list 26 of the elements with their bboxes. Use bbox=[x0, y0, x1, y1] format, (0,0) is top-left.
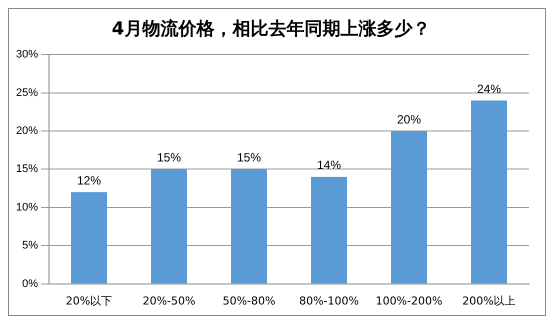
data-label: 15% bbox=[236, 150, 262, 165]
data-label: 15% bbox=[156, 150, 182, 165]
bar bbox=[391, 131, 428, 284]
y-tick-label: 30% bbox=[16, 48, 38, 61]
bar bbox=[231, 169, 268, 284]
x-tick-label: 200%以上 bbox=[462, 294, 516, 308]
data-label: 12% bbox=[77, 173, 102, 188]
x-tick-label: 80%-100% bbox=[299, 294, 359, 308]
y-tick-label: 10% bbox=[16, 201, 38, 214]
data-label: 20% bbox=[396, 112, 422, 126]
y-tick-label: 20% bbox=[16, 125, 38, 138]
bar bbox=[311, 176, 348, 284]
x-tick-label: 50%-80% bbox=[222, 294, 276, 308]
x-tick-label: 20%-50% bbox=[142, 294, 196, 308]
data-label: 24% bbox=[476, 82, 502, 96]
y-tick-label: 0% bbox=[22, 278, 38, 290]
x-tick-label: 20%以下 bbox=[66, 294, 112, 308]
y-tick-label: 25% bbox=[16, 86, 38, 99]
y-tick-label: 15% bbox=[16, 163, 38, 176]
bar bbox=[71, 192, 108, 284]
data-label: 14% bbox=[316, 158, 342, 172]
y-tick-label: 5% bbox=[22, 240, 38, 252]
bar bbox=[471, 100, 507, 284]
bar bbox=[151, 169, 188, 284]
x-tick-label: 100%-200% bbox=[376, 294, 442, 308]
chart-title: 4月物流价格，相比去年同期上涨多少？ bbox=[112, 18, 430, 40]
